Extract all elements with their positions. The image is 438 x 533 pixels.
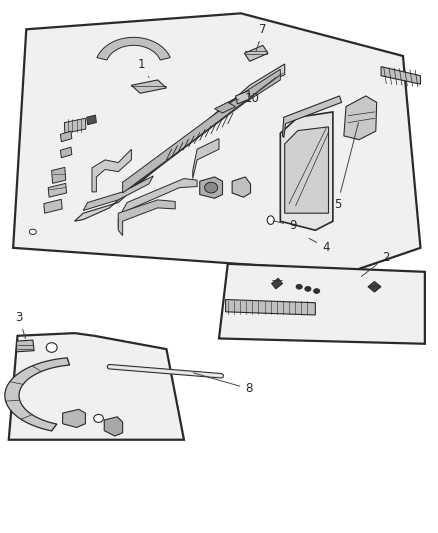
Ellipse shape: [314, 289, 320, 293]
Polygon shape: [9, 333, 184, 440]
Polygon shape: [285, 127, 328, 213]
Polygon shape: [97, 37, 170, 60]
Circle shape: [267, 216, 274, 224]
Polygon shape: [123, 69, 280, 193]
Polygon shape: [193, 139, 219, 179]
Polygon shape: [344, 96, 377, 140]
Polygon shape: [52, 167, 66, 183]
Polygon shape: [232, 177, 251, 197]
Polygon shape: [200, 177, 223, 198]
Polygon shape: [74, 64, 285, 221]
Text: 10: 10: [234, 92, 259, 106]
Text: 2: 2: [361, 251, 389, 277]
Ellipse shape: [29, 229, 36, 235]
Polygon shape: [48, 183, 67, 197]
Polygon shape: [283, 96, 342, 138]
Polygon shape: [63, 409, 85, 427]
Polygon shape: [60, 147, 72, 158]
Text: 3: 3: [15, 311, 25, 338]
Text: 4: 4: [309, 238, 329, 254]
Polygon shape: [64, 118, 86, 133]
Polygon shape: [118, 200, 175, 236]
Polygon shape: [226, 300, 315, 315]
Polygon shape: [244, 45, 268, 61]
Text: 5: 5: [334, 123, 358, 211]
Polygon shape: [118, 179, 197, 228]
Polygon shape: [92, 149, 131, 192]
Ellipse shape: [205, 182, 218, 193]
Polygon shape: [215, 102, 236, 113]
Text: 1: 1: [138, 58, 149, 77]
Polygon shape: [219, 264, 425, 344]
Polygon shape: [381, 67, 420, 84]
Polygon shape: [13, 13, 420, 272]
Ellipse shape: [94, 415, 103, 422]
Polygon shape: [368, 281, 381, 292]
Polygon shape: [44, 199, 62, 213]
Text: 9: 9: [273, 219, 297, 232]
Ellipse shape: [46, 343, 57, 352]
Polygon shape: [83, 176, 153, 211]
Polygon shape: [272, 278, 283, 289]
Polygon shape: [236, 91, 251, 104]
Text: 7: 7: [256, 23, 267, 51]
Polygon shape: [5, 358, 70, 431]
Ellipse shape: [305, 287, 311, 291]
Polygon shape: [87, 115, 96, 125]
Polygon shape: [60, 131, 72, 142]
Polygon shape: [104, 417, 123, 436]
Polygon shape: [131, 80, 166, 93]
Polygon shape: [17, 340, 34, 352]
Polygon shape: [280, 112, 333, 230]
Ellipse shape: [296, 285, 302, 289]
Text: 8: 8: [193, 373, 253, 395]
